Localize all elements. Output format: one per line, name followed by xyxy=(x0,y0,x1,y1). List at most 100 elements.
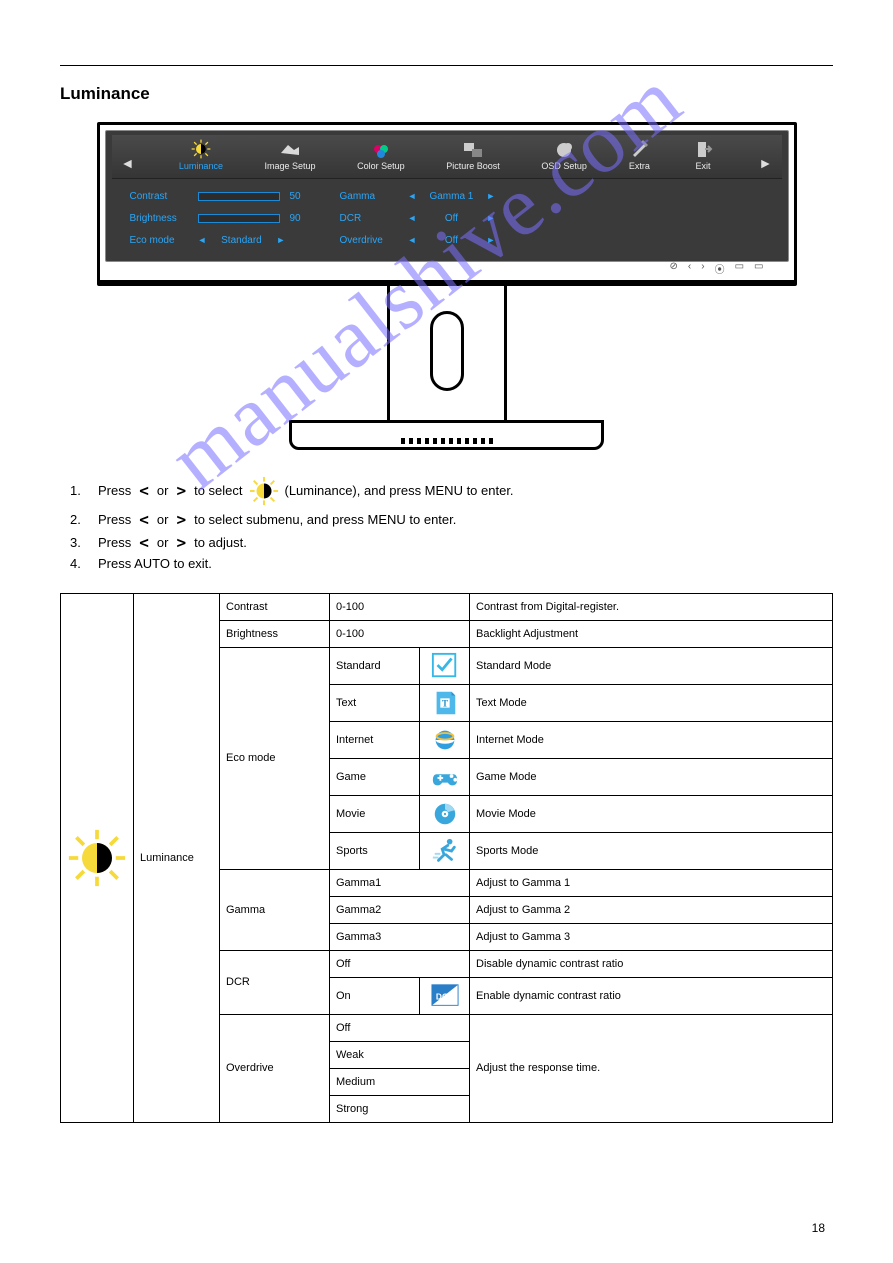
option-desc: Sports Mode xyxy=(470,832,833,869)
option-desc: Adjust to Gamma 3 xyxy=(470,923,833,950)
monitor-button[interactable]: ⊘ xyxy=(670,261,678,276)
setting-desc: Contrast from Digital-register. xyxy=(470,593,833,620)
osd-value: 50 xyxy=(290,191,310,203)
right-angle-icon: > xyxy=(174,510,188,529)
slider-brightness[interactable] xyxy=(198,214,280,223)
osd-label: Contrast xyxy=(130,191,188,203)
option-icon xyxy=(420,832,470,869)
instruction-number: 1. xyxy=(70,483,92,498)
osd-value: Standard xyxy=(214,235,268,247)
tab-label: OSD Setup xyxy=(541,161,587,172)
tab-picture-boost[interactable]: Picture Boost xyxy=(446,139,500,172)
slider-contrast[interactable] xyxy=(198,192,280,201)
setting-name: Overdrive xyxy=(220,1014,330,1122)
category-name: Luminance xyxy=(134,593,220,1122)
monitor-illustration: ◄ Luminance Image Setup Color Setup xyxy=(92,122,802,450)
option-name: Standard xyxy=(330,647,420,684)
option-name: Off xyxy=(330,1014,470,1041)
option-name: Weak xyxy=(330,1041,470,1068)
option-desc: Adjust to Gamma 2 xyxy=(470,896,833,923)
option-name: Sports xyxy=(330,832,420,869)
left-angle-icon: < xyxy=(137,481,151,500)
tab-image-setup[interactable]: Image Setup xyxy=(265,139,316,172)
osd-tabstrip: ◄ Luminance Image Setup Color Setup xyxy=(112,135,782,179)
option-desc: Movie Mode xyxy=(470,795,833,832)
option-name: Gamma1 xyxy=(330,869,470,896)
instruction-1: 1. Press < or > to select (Luminance), a… xyxy=(70,476,833,506)
left-angle-icon: < xyxy=(137,533,151,552)
tab-exit[interactable]: Exit xyxy=(692,139,714,172)
tab-luminance[interactable]: Luminance xyxy=(179,139,223,172)
osd-row-gamma[interactable]: Gamma ◄Gamma 1► xyxy=(340,189,496,205)
instruction-number: 3. xyxy=(70,535,92,550)
setting-range: 0-100 xyxy=(330,593,470,620)
option-icon xyxy=(420,721,470,758)
osd-row-eco[interactable]: Eco mode ◄Standard► xyxy=(130,233,310,249)
osd-row-brightness[interactable]: Brightness 90 xyxy=(130,211,310,227)
osd-value: Off xyxy=(424,235,478,247)
setting-name: Gamma xyxy=(220,869,330,950)
osd-label: DCR xyxy=(340,213,398,225)
page-number: 18 xyxy=(812,1221,825,1235)
osd-right-arrow[interactable]: ► xyxy=(756,155,776,172)
tab-label: Image Setup xyxy=(265,161,316,172)
tab-extra[interactable]: Extra xyxy=(628,139,650,172)
osd-label: Overdrive xyxy=(340,235,398,247)
option-icon xyxy=(420,684,470,721)
setting-name: Contrast xyxy=(220,593,330,620)
option-name: Text xyxy=(330,684,420,721)
option-name: Game xyxy=(330,758,420,795)
tab-label: Extra xyxy=(629,161,650,172)
osd-row-overdrive[interactable]: Overdrive ◄Off► xyxy=(340,233,496,249)
option-icon xyxy=(420,647,470,684)
monitor-button[interactable]: ▭ xyxy=(754,261,763,276)
osd-right-column: Gamma ◄Gamma 1► DCR ◄Off► Overdrive ◄Off… xyxy=(340,189,496,249)
option-desc: Adjust to Gamma 1 xyxy=(470,869,833,896)
osd-left-arrow[interactable]: ◄ xyxy=(118,155,138,172)
monitor-button[interactable]: ▭ xyxy=(735,261,744,276)
osd-label: Gamma xyxy=(340,191,398,203)
instruction-3: 3. Press < or > to adjust. xyxy=(70,533,833,552)
option-desc: Standard Mode xyxy=(470,647,833,684)
osd-row-contrast[interactable]: Contrast 50 xyxy=(130,189,310,205)
tab-osd-setup[interactable]: OSD Setup xyxy=(541,139,587,172)
setting-name: Brightness xyxy=(220,620,330,647)
right-angle-icon: > xyxy=(174,481,188,500)
luminance-table: Luminance Contrast 0-100 Contrast from D… xyxy=(60,593,833,1123)
monitor-base xyxy=(289,420,604,450)
monitor-button-row: ⊘ ‹ › ⦿ ▭ ▭ xyxy=(670,261,764,276)
setting-name: DCR xyxy=(220,950,330,1014)
instructions-list: 1. Press < or > to select (Luminance), a… xyxy=(70,476,833,571)
osd-value: Gamma 1 xyxy=(424,191,478,203)
option-desc: Disable dynamic contrast ratio xyxy=(470,950,833,977)
monitor-button[interactable]: › xyxy=(701,261,704,276)
option-desc: Enable dynamic contrast ratio xyxy=(470,977,833,1014)
setting-range: 0-100 xyxy=(330,620,470,647)
tab-label: Exit xyxy=(695,161,710,172)
option-icon xyxy=(420,795,470,832)
option-name: Gamma2 xyxy=(330,896,470,923)
option-name: On xyxy=(330,977,420,1014)
option-name: Medium xyxy=(330,1068,470,1095)
left-angle-icon: < xyxy=(137,510,151,529)
category-icon-cell xyxy=(61,593,134,1122)
monitor-button[interactable]: ⦿ xyxy=(715,261,725,276)
section-title: Luminance xyxy=(60,84,833,104)
luminance-icon xyxy=(249,476,279,506)
option-name: Strong xyxy=(330,1095,470,1122)
osd-row-dcr[interactable]: DCR ◄Off► xyxy=(340,211,496,227)
osd-value: 90 xyxy=(290,213,310,225)
tab-label: Picture Boost xyxy=(446,161,500,172)
option-desc: Adjust the response time. xyxy=(470,1014,833,1122)
osd-panel: ◄ Luminance Image Setup Color Setup xyxy=(105,130,789,262)
monitor-stand xyxy=(387,283,507,423)
option-icon xyxy=(420,977,470,1014)
option-name: Off xyxy=(330,950,470,977)
instruction-number: 2. xyxy=(70,512,92,527)
option-desc: Text Mode xyxy=(470,684,833,721)
table-row: Luminance Contrast 0-100 Contrast from D… xyxy=(61,593,833,620)
instruction-4: 4. Press AUTO to exit. xyxy=(70,556,833,571)
option-name: Movie xyxy=(330,795,420,832)
tab-color-setup[interactable]: Color Setup xyxy=(357,139,405,172)
monitor-button[interactable]: ‹ xyxy=(688,261,691,276)
